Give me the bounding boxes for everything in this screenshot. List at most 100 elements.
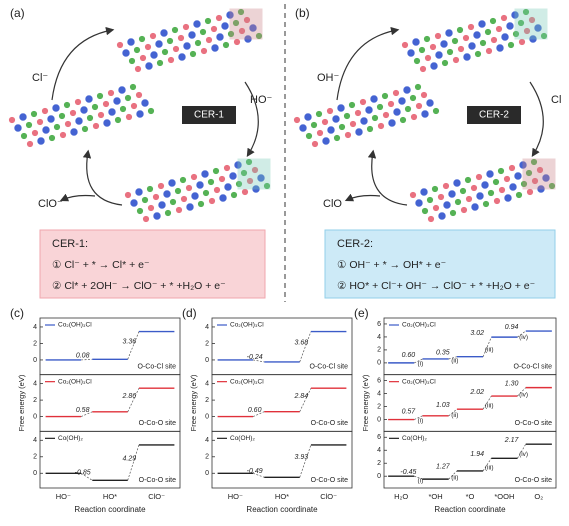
atom xyxy=(369,94,379,104)
atom xyxy=(200,47,208,55)
atom xyxy=(20,132,28,140)
atom xyxy=(156,59,164,67)
atom xyxy=(134,65,142,73)
site-label: O-Co-O site xyxy=(515,477,552,484)
connector xyxy=(414,475,423,480)
atom xyxy=(96,92,104,100)
y-tick-label: 4 xyxy=(205,437,209,444)
atom xyxy=(81,125,89,133)
atom xyxy=(503,193,513,203)
y-tick-label: 2 xyxy=(377,403,381,410)
connector xyxy=(517,330,526,338)
atom xyxy=(525,169,533,177)
arrow xyxy=(344,193,381,202)
legend-label: Co₂(OH)₃Cl xyxy=(230,378,264,385)
atom xyxy=(427,215,435,223)
atom xyxy=(505,21,515,31)
atom xyxy=(508,182,518,192)
atom xyxy=(406,48,416,58)
atom xyxy=(243,16,251,24)
y-tick-label: 4 xyxy=(205,324,209,331)
y-tick-label: 6 xyxy=(377,321,381,328)
y-tick-label: 2 xyxy=(33,454,37,461)
atom xyxy=(518,160,528,170)
atom xyxy=(58,112,66,120)
step-energy: 3.93 xyxy=(295,454,309,461)
connector xyxy=(80,472,93,481)
atom xyxy=(444,28,454,38)
atom xyxy=(233,160,243,170)
atom xyxy=(169,198,177,206)
atom xyxy=(460,206,468,214)
atom xyxy=(333,134,341,142)
atom xyxy=(177,52,187,62)
atom xyxy=(112,96,122,106)
atom xyxy=(392,89,400,97)
atom xyxy=(215,32,225,42)
atom xyxy=(197,200,205,208)
atom xyxy=(152,211,162,221)
atom xyxy=(495,43,505,53)
y-tick-label: 0 xyxy=(33,357,37,364)
atom xyxy=(479,39,487,47)
atom xyxy=(434,32,442,40)
atom xyxy=(144,43,152,51)
atom xyxy=(138,35,146,43)
atom xyxy=(423,35,431,43)
subplot-frame xyxy=(211,430,353,489)
atom xyxy=(102,118,112,128)
step-energy: 0.08 xyxy=(76,352,90,359)
x-tick-label: *OH xyxy=(429,492,443,501)
atom xyxy=(182,41,192,51)
atom xyxy=(241,188,249,196)
atom xyxy=(190,173,198,181)
atom xyxy=(63,101,71,109)
atom xyxy=(432,107,440,115)
arrow xyxy=(244,81,259,158)
atom xyxy=(429,43,437,51)
step-energy: 1.27 xyxy=(436,464,451,471)
atom xyxy=(8,116,16,124)
atom xyxy=(41,125,51,135)
atom xyxy=(493,197,501,205)
step-tag: (iii) xyxy=(485,347,494,354)
atom xyxy=(452,56,460,64)
atom xyxy=(159,28,169,38)
y-tick-label: 4 xyxy=(377,390,381,397)
atom xyxy=(146,185,154,193)
atom xyxy=(235,180,243,188)
atom xyxy=(190,191,200,201)
atom xyxy=(245,158,253,166)
atom xyxy=(321,118,329,126)
atom xyxy=(205,36,213,44)
y-tick-label: 2 xyxy=(377,347,381,354)
atom xyxy=(409,94,417,102)
atom xyxy=(487,189,495,197)
atom xyxy=(344,131,352,139)
atom xyxy=(31,129,39,137)
panel-label: (a) xyxy=(10,6,25,20)
atom xyxy=(179,176,187,184)
atom xyxy=(210,43,220,53)
atom xyxy=(528,34,538,44)
atom xyxy=(171,26,179,34)
equation: ② Cl* + 2OH⁻ → ClO⁻ + * +H₂O + e⁻ xyxy=(52,280,226,292)
atom xyxy=(233,38,241,46)
ion: HO⁻ xyxy=(250,94,273,106)
atom xyxy=(326,125,336,135)
atom xyxy=(387,100,395,108)
atom xyxy=(69,127,79,137)
atom xyxy=(64,120,72,128)
atom xyxy=(462,52,472,62)
connector xyxy=(414,415,423,420)
atom xyxy=(102,100,110,108)
atom xyxy=(25,121,33,129)
legend-label: Co₂(OH)₃Cl xyxy=(402,322,436,329)
atom xyxy=(30,110,38,118)
cell-box xyxy=(514,8,548,40)
y-tick-label: 4 xyxy=(377,334,381,341)
atom xyxy=(251,166,259,174)
atom xyxy=(419,187,429,197)
atom xyxy=(255,32,263,40)
equation-box xyxy=(324,229,556,299)
